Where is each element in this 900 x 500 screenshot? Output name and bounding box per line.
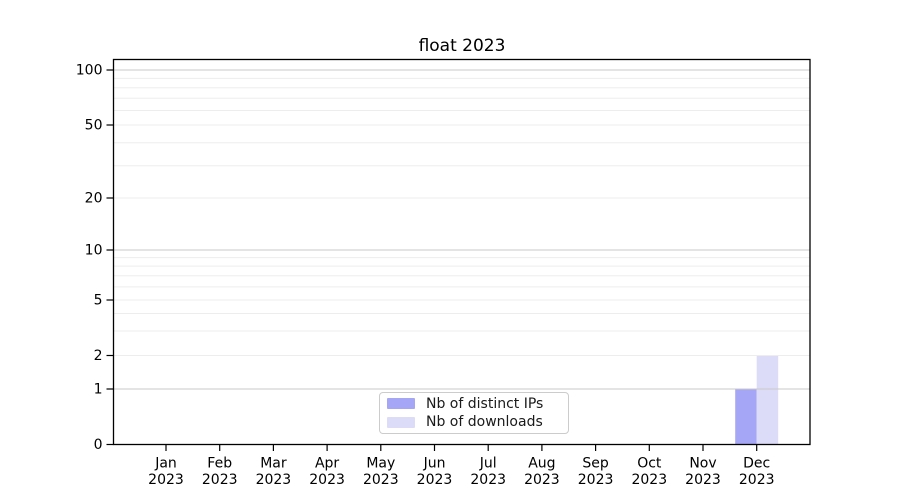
x-tick-label-month-dec: Dec: [743, 456, 770, 472]
legend-swatch-downloads: [387, 416, 415, 428]
bar-dec-downloads: [756, 355, 779, 445]
x-tick-label-month-apr: Apr: [315, 456, 339, 472]
x-tick-label-year-apr: 2023: [309, 472, 345, 488]
plot-frame: [112, 58, 811, 446]
x-tick-label-year-nov: 2023: [685, 472, 721, 488]
y-tick-label-10: 10: [85, 243, 103, 259]
bar-dec-distinct-ips: [735, 389, 757, 445]
x-tick-label-year-jul: 2023: [470, 472, 506, 488]
x-tick-label-month-aug: Aug: [528, 456, 555, 472]
y-tick-label-0: 0: [94, 437, 103, 453]
x-tick-label-year-jun: 2023: [417, 472, 453, 488]
legend-swatch-distinct-ips: [387, 398, 415, 410]
x-tick-label-month-nov: Nov: [689, 456, 716, 472]
x-tick-label-month-may: May: [366, 456, 395, 472]
chart-title: float 2023: [418, 36, 506, 56]
x-tick-label-year-dec: 2023: [739, 472, 775, 488]
x-tick-label-month-mar: Mar: [260, 456, 287, 472]
x-tick-label-month-jul: Jul: [479, 456, 497, 472]
x-tick-label-month-feb: Feb: [207, 456, 232, 472]
x-tick-label-year-mar: 2023: [256, 472, 292, 488]
x-tick-label-month-jan: Jan: [154, 456, 177, 472]
x-tick-label-year-sep: 2023: [578, 472, 614, 488]
x-tick-label-year-feb: 2023: [202, 472, 238, 488]
y-tick-label-5: 5: [94, 293, 103, 309]
legend-entry-downloads: Nb of downloads: [387, 414, 568, 430]
y-tick-label-20: 20: [85, 191, 103, 207]
y-tick-label-2: 2: [94, 348, 103, 364]
y-tick-label-1: 1: [94, 382, 103, 398]
legend: Nb of distinct IPs Nb of downloads: [379, 392, 569, 434]
y-tick-label-100: 100: [76, 63, 103, 79]
x-tick-label-month-oct: Oct: [637, 456, 662, 472]
legend-label-downloads: Nb of downloads: [426, 414, 543, 431]
x-tick-label-month-sep: Sep: [582, 456, 609, 472]
x-tick-label-year-aug: 2023: [524, 472, 560, 488]
x-tick-label-month-jun: Jun: [423, 456, 446, 472]
y-tick-label-50: 50: [85, 118, 103, 134]
x-tick-label-year-jan: 2023: [148, 472, 184, 488]
x-tick-label-year-oct: 2023: [631, 472, 667, 488]
legend-entry-distinct-ips: Nb of distinct IPs: [387, 396, 568, 412]
x-tick-label-year-may: 2023: [363, 472, 399, 488]
legend-label-distinct-ips: Nb of distinct IPs: [426, 395, 544, 412]
